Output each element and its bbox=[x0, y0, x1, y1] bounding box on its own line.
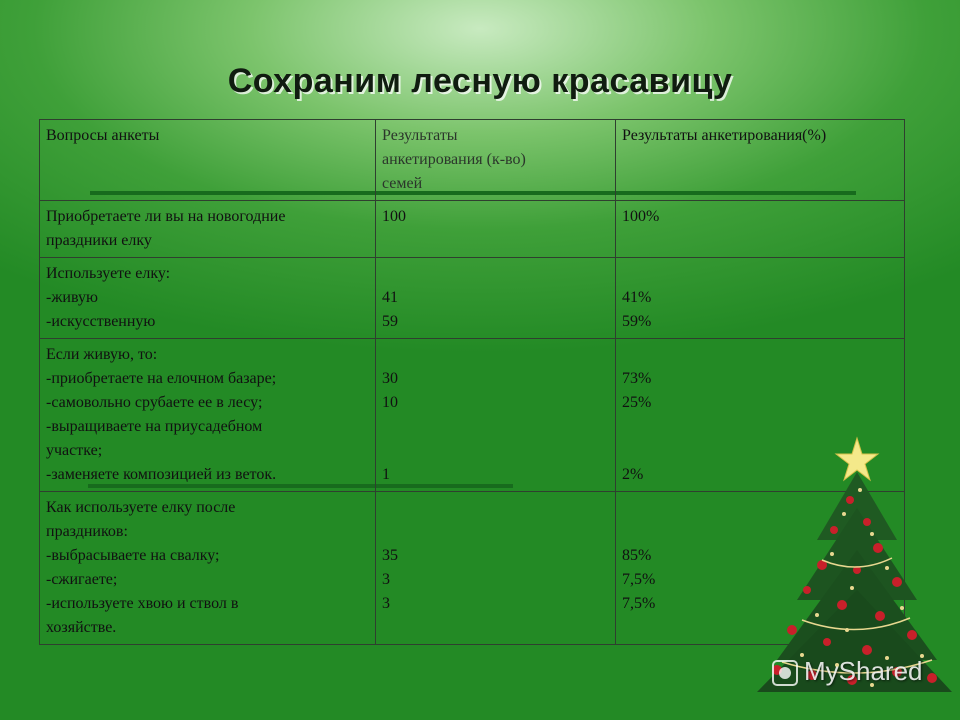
cell-line: Используете елку: bbox=[46, 265, 171, 282]
header-percent: Результаты анкетирования(%) bbox=[615, 119, 905, 201]
question-cell: Используете елку: -живую -искусственную bbox=[39, 257, 376, 339]
cell-line: Приобретаете ли вы на новогодние bbox=[46, 208, 286, 225]
cell-line bbox=[622, 343, 898, 367]
cell-line: Если живую, то: bbox=[46, 346, 158, 363]
cell-line: 41 bbox=[382, 289, 398, 306]
percent-cell: 100% bbox=[615, 200, 905, 258]
cell-line: 100% bbox=[622, 208, 660, 225]
cell-line: -сжигаете; bbox=[46, 571, 118, 588]
cell-line: 2% bbox=[622, 466, 644, 483]
cell-line: анкетирования (к-во) bbox=[382, 151, 526, 168]
cell-line bbox=[382, 520, 609, 544]
header-count: Результаты анкетирования (к-во) семей bbox=[375, 119, 616, 201]
watermark-text: MyShared bbox=[804, 656, 923, 686]
slide-title: Сохраним лесную красавицу bbox=[227, 62, 733, 100]
cell-line: -выбрасываете на свалку; bbox=[46, 547, 220, 564]
question-cell: Если живую, то: -приобретаете на елочном … bbox=[39, 338, 376, 492]
cell-line: участке; bbox=[46, 442, 103, 459]
question-cell: Как используете елку после праздников: -вы… bbox=[39, 491, 376, 645]
tree-star-icon bbox=[834, 436, 880, 482]
cell-line: 3 bbox=[382, 571, 390, 588]
header-cell-text: Вопросы анкеты bbox=[46, 124, 369, 148]
count-cell: 100 bbox=[375, 200, 616, 258]
christmas-tree-icon bbox=[757, 436, 952, 692]
header-questions: Вопросы анкеты bbox=[39, 119, 376, 201]
cell-line: 59% bbox=[622, 313, 652, 330]
cell-line: 7,5% bbox=[622, 571, 656, 588]
cell-line bbox=[622, 262, 898, 286]
cell-line: 41% bbox=[622, 289, 652, 306]
cell-line: 73% bbox=[622, 370, 652, 387]
cell-line: праздников: bbox=[46, 523, 128, 540]
question-cell: Приобретаете ли вы на новогодние праздник… bbox=[39, 200, 376, 258]
cell-line bbox=[382, 415, 609, 439]
cell-line: -живую bbox=[46, 289, 98, 306]
table-header-row: Вопросы анкеты Результаты анкетирования (… bbox=[39, 119, 905, 201]
percent-cell: 41% 59% bbox=[615, 257, 905, 339]
header-cell-text: Результаты анкетирования(%) bbox=[622, 124, 898, 148]
header-cell-text: Результаты анкетирования (к-во) семей bbox=[382, 124, 609, 196]
table-row: Как используете елку после праздников: -вы… bbox=[39, 491, 905, 645]
cell-line: Вопросы анкеты bbox=[46, 127, 160, 144]
cell-line: Как используете елку после bbox=[46, 499, 236, 516]
count-cell: 30 10 1 bbox=[375, 338, 616, 492]
table-row: Если живую, то: -приобретаете на елочном … bbox=[39, 338, 905, 492]
cell-line: -самовольно срубаете ее в лесу; bbox=[46, 394, 263, 411]
cell-line bbox=[382, 439, 609, 463]
cell-line: 1 bbox=[382, 466, 390, 483]
cell-line: хозяйстве. bbox=[46, 619, 117, 636]
cell-line: Результаты анкетирования(%) bbox=[622, 127, 827, 144]
cell-line bbox=[382, 343, 609, 367]
cell-line: семей bbox=[382, 175, 423, 192]
cell-line: 30 bbox=[382, 370, 398, 387]
table-row: Приобретаете ли вы на новогодние праздник… bbox=[39, 200, 905, 258]
cell-line: -используете хвою и ствол в bbox=[46, 595, 239, 612]
cell-line: -заменяете композицией из веток. bbox=[46, 466, 277, 483]
cell-line: 25% bbox=[622, 394, 652, 411]
cell-line: -искусственную bbox=[46, 313, 156, 330]
cell-line: 10 bbox=[382, 394, 398, 411]
cell-line: Результаты bbox=[382, 127, 458, 144]
cell-line: 3 bbox=[382, 595, 390, 612]
cell-line: 59 bbox=[382, 313, 398, 330]
cell-line bbox=[382, 262, 609, 286]
count-cell: 41 59 bbox=[375, 257, 616, 339]
table-row: Используете елку: -живую -искусственную 41… bbox=[39, 257, 905, 339]
cell-line: 85% bbox=[622, 547, 652, 564]
cell-line: -приобретаете на елочном базаре; bbox=[46, 370, 277, 387]
cell-line: 35 bbox=[382, 547, 398, 564]
cell-line: -выращиваете на приусадебном bbox=[46, 418, 263, 435]
myshared-logo-icon bbox=[772, 660, 798, 687]
cell-line: 100 bbox=[382, 208, 406, 225]
survey-table: Вопросы анкеты Результаты анкетирования (… bbox=[39, 119, 905, 645]
cell-line bbox=[382, 496, 609, 520]
count-cell: 35 3 3 bbox=[375, 491, 616, 645]
cell-line: праздники елку bbox=[46, 232, 152, 249]
cell-line: 7,5% bbox=[622, 595, 656, 612]
watermark: MyShared bbox=[772, 656, 923, 687]
